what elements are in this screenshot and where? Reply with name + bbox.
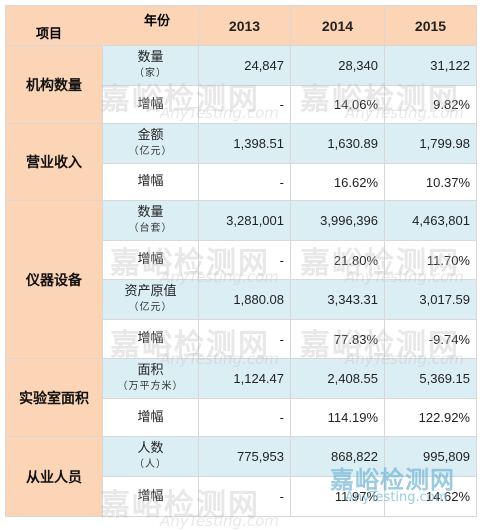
header-corner-cell: 年份 项目 <box>5 5 199 46</box>
metric-label-cell: 面积 （万平方米） <box>102 358 199 399</box>
value-cell-2015: 10.37% <box>384 163 477 201</box>
metric-label-cell: 资产原值 （亿元） <box>102 279 199 320</box>
value-cell-2015: 1,799.98 <box>384 123 477 164</box>
value-cell-2014: 11.97% <box>290 476 385 517</box>
value-cell-2014: 14.06% <box>290 85 385 124</box>
value-cell-2015: 3,017.59 <box>384 279 477 320</box>
metric-label-cell: 金额 （亿元） <box>102 123 199 164</box>
metric-label-cell: 增幅 <box>102 240 199 280</box>
metric-label: 数量 <box>137 204 164 220</box>
value-cell-2015: 4,463,801 <box>384 200 477 241</box>
year-header-2015: 2015 <box>384 5 477 46</box>
table-row: 增幅 -16.62% 10.37% <box>6 163 477 201</box>
table-row: 增幅 -21.80% 11.70% <box>6 240 477 280</box>
value-cell-2014: 3,996,396 <box>290 200 385 241</box>
value-cell-2015: 995,809 <box>384 436 477 477</box>
metric-label: 增幅 <box>137 96 164 112</box>
value-cell-2014: 868,822 <box>290 436 385 477</box>
value-cell-2013: - <box>198 398 291 437</box>
value-cell-2015: 31,122 <box>384 45 477 86</box>
metric-label: 资产原值 <box>124 283 177 299</box>
value-cell-2013: - <box>198 240 291 280</box>
item-header-label: 项目 <box>36 27 63 42</box>
year-header-2013: 2013 <box>198 5 291 46</box>
metric-unit: （家） <box>134 67 167 79</box>
table-row: 增幅 -77.83% -9.74% <box>6 319 477 359</box>
value-cell-2014: 114.19% <box>290 398 385 437</box>
statistics-table: 年份 项目 2013 2014 2015 机构数量 数量 （家） 24,847 28,3… <box>5 5 477 517</box>
category-cell-revenue: 营业收入 <box>5 123 103 201</box>
value-cell-2013: 775,953 <box>198 436 291 477</box>
value-cell-2015: -9.74% <box>384 319 477 359</box>
value-cell-2014: 1,630.89 <box>290 123 385 164</box>
table-body: 机构数量 数量 （家） 24,847 28,340 31,122 增幅 -14.06% 9.82… <box>5 45 477 517</box>
metric-label-cell: 增幅 <box>102 398 199 437</box>
metric-label: 增幅 <box>137 331 164 346</box>
metric-label: 增幅 <box>137 174 164 189</box>
metric-unit: （人） <box>134 458 167 470</box>
metric-label: 增幅 <box>137 409 164 425</box>
metric-label: 金额 <box>137 127 164 143</box>
value-cell-2013: 3,281,001 <box>198 200 291 241</box>
value-cell-2014: 2,408.55 <box>290 358 385 399</box>
table-row: 从业人员 人数 （人） 775,953 868,822 995,809 <box>5 436 477 517</box>
table-row: 资产原值 （亿元） 1,880.08 3,343.31 3,017.59 <box>6 279 477 320</box>
value-cell-2014: 3,343.31 <box>290 279 385 320</box>
metric-label-cell: 增幅 <box>102 163 199 201</box>
value-cell-2013: - <box>198 85 291 124</box>
metric-unit: （亿元） <box>128 145 173 157</box>
value-cell-2015: 9.82% <box>384 85 477 124</box>
header-row: 年份 项目 2013 2014 2015 <box>5 5 477 46</box>
value-cell-2013: 1,398.51 <box>198 123 291 164</box>
category-cell-employees: 从业人员 <box>5 436 103 517</box>
table-row: 营业收入 金额 （亿元） 1,398.51 1,630.89 1,799.98 <box>5 123 477 201</box>
year-header-2014: 2014 <box>290 5 385 46</box>
value-cell-2013: - <box>198 476 291 517</box>
table-row: 机构数量 数量 （家） 24,847 28,340 31,122 <box>5 45 477 124</box>
value-cell-2013: - <box>198 319 291 359</box>
value-cell-2013: 1,880.08 <box>198 279 291 320</box>
metric-unit: （亿元） <box>128 301 173 313</box>
table-row: 仪器设备 数量 （台套） 3,281,001 3,996,396 4,463,801 <box>5 200 477 359</box>
table-row: 增幅 -114.19% 122.92% <box>6 398 477 437</box>
metric-label: 面积 <box>137 362 164 378</box>
metric-unit: （万平方米） <box>117 380 184 392</box>
value-cell-2014: 16.62% <box>290 163 385 201</box>
value-cell-2014: 77.83% <box>290 319 385 359</box>
metric-label-cell: 数量 （家） <box>102 45 199 86</box>
category-cell-lab-area: 实验室面积 <box>5 358 103 437</box>
metric-label: 人数 <box>137 440 164 456</box>
table-row: 实验室面积 面积 （万平方米） 1,124.47 2,408.55 5,369.15 <box>5 358 477 437</box>
value-cell-2013: 24,847 <box>198 45 291 86</box>
value-cell-2013: 1,124.47 <box>198 358 291 399</box>
category-cell-equipment: 仪器设备 <box>5 200 103 359</box>
value-cell-2015: 11.70% <box>384 240 477 280</box>
metric-label-cell: 增幅 <box>102 319 199 359</box>
value-cell-2013: - <box>198 163 291 201</box>
metric-unit: （台套） <box>128 222 173 234</box>
category-cell-institutions: 机构数量 <box>5 45 103 124</box>
metric-label-cell: 人数 （人） <box>102 436 199 477</box>
table-row: 增幅 -11.97% 14.62% <box>6 476 477 517</box>
metric-label: 增幅 <box>137 252 164 267</box>
table-row: 增幅 -14.06% 9.82% <box>6 85 477 124</box>
value-cell-2014: 28,340 <box>290 45 385 86</box>
metric-label-cell: 增幅 <box>102 476 199 517</box>
metric-label: 增幅 <box>137 488 164 504</box>
year-header-label: 年份 <box>143 14 170 29</box>
metric-label: 数量 <box>137 49 164 65</box>
value-cell-2015: 5,369.15 <box>384 358 477 399</box>
value-cell-2015: 122.92% <box>384 398 477 437</box>
metric-label-cell: 增幅 <box>102 85 199 124</box>
metric-label-cell: 数量 （台套） <box>102 200 199 241</box>
value-cell-2014: 21.80% <box>290 240 385 280</box>
value-cell-2015: 14.62% <box>384 476 477 517</box>
